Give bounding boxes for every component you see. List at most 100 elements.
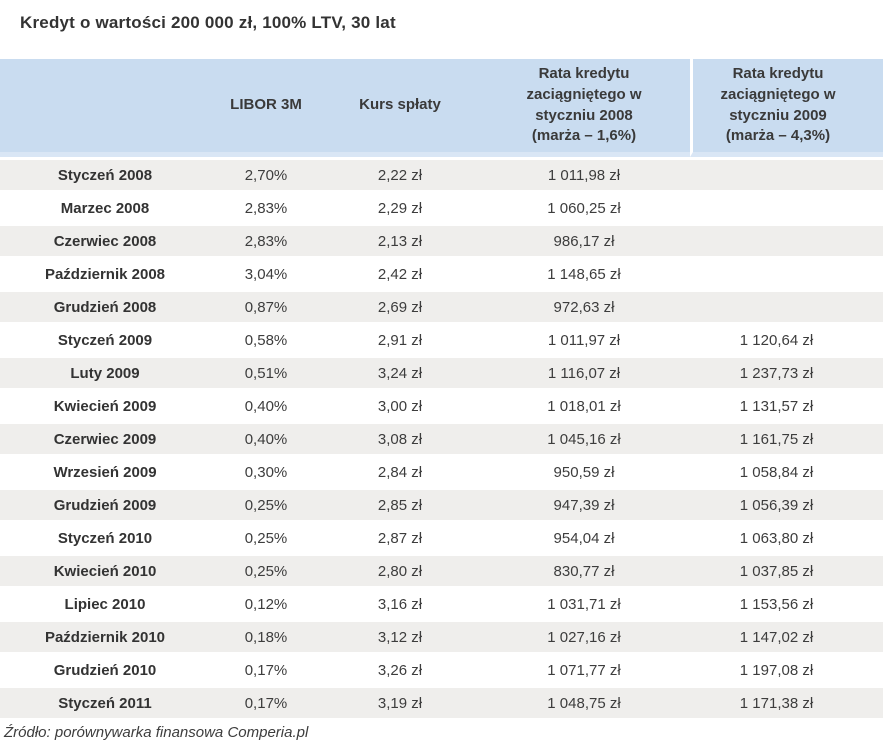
exchange-rate-cell: 2,22 zł [377,166,423,184]
installment-2008-cell: 1 048,75 zł [547,694,621,712]
libor-cell: 0,25% [244,529,288,547]
installment-2009-cell: 1 120,64 zł [739,331,814,349]
month-cell: Październik 2010 [44,628,166,646]
installment-2009-cell: 1 056,39 zł [739,496,814,514]
installment-2009-cell: 1 058,84 zł [739,463,814,481]
exchange-rate-cell: 2,69 zł [377,298,423,316]
installment-2009-cell: 1 147,02 zł [739,628,814,646]
installment-2008-cell: 986,17 zł [553,232,615,250]
page-title: Kredyt o wartości 200 000 zł, 100% LTV, … [20,13,396,32]
exchange-rate-cell: 2,91 zł [377,331,423,349]
installment-2008-cell: 1 071,77 zł [547,661,621,679]
table-row: Luty 2009 0,51% 3,24 zł 1 116,07 zł 1 237,73… [0,358,883,388]
libor-cell: 0,17% [244,694,288,712]
month-cell: Grudzień 2009 [53,496,157,514]
exchange-rate-cell: 2,85 zł [377,496,423,514]
table-header-row: LIBOR 3M Kurs spłaty Rata kredytu zaciąg… [0,59,883,157]
source-note: Źródło: porównywarka finansowa Comperia.… [4,724,309,741]
header-cell-installment-2009: Rata kredytu zaciągniętego w styczniu 20… [690,59,883,157]
installment-2009-cell: 1 063,80 zł [739,529,814,547]
exchange-rate-cell: 2,29 zł [377,199,423,217]
installment-2009-cell: 1 037,85 zł [739,562,814,580]
table-row: Październik 2010 0,18% 3,12 zł 1 027,16 zł 1… [0,622,883,652]
month-cell: Październik 2008 [44,265,166,283]
libor-cell: 0,12% [244,595,288,613]
header-cell-month [0,59,210,157]
installment-2008-cell: 1 011,98 zł [547,166,621,184]
libor-cell: 3,04% [244,265,288,283]
installment-2008-cell: 1 031,71 zł [547,595,621,613]
installment-2009-cell: 1 171,38 zł [739,694,814,712]
month-cell: Styczeń 2009 [57,331,153,349]
libor-cell: 2,83% [244,199,288,217]
installment-2008-cell: 1 148,65 zł [547,265,621,283]
exchange-rate-cell: 2,87 zł [377,529,423,547]
month-cell: Grudzień 2010 [53,661,157,679]
libor-cell: 0,25% [244,496,288,514]
exchange-rate-cell: 2,84 zł [377,463,423,481]
installment-2009-cell [690,226,883,256]
month-cell: Styczeń 2010 [57,529,153,547]
table-row: Październik 2008 3,04% 2,42 zł 1 148,65 zł [0,259,883,289]
libor-cell: 0,40% [244,397,288,415]
libor-cell: 0,51% [244,364,288,382]
month-cell: Marzec 2008 [60,199,150,217]
header-cell-exchange-rate: Kurs spłaty [322,59,478,157]
installment-2008-cell: 947,39 zł [553,496,615,514]
exchange-rate-cell: 3,16 zł [377,595,423,613]
month-cell: Luty 2009 [70,364,140,382]
installment-2009-cell: 1 161,75 zł [739,430,814,448]
table-row: Czerwiec 2009 0,40% 3,08 zł 1 045,16 zł 1 16… [0,424,883,454]
libor-cell: 2,83% [244,232,288,250]
installment-2008-cell: 1 045,16 zł [547,430,621,448]
installment-2009-cell [690,193,883,223]
table-body: Styczeń 2008 2,70% 2,22 zł 1 011,98 zł Marze… [0,160,883,718]
header-cell-installment-2008: Rata kredytu zaciągniętego w styczniu 20… [478,59,690,157]
table-row: Czerwiec 2008 2,83% 2,13 zł 986,17 zł [0,226,883,256]
exchange-rate-cell: 3,12 zł [377,628,423,646]
month-cell: Wrzesień 2009 [53,463,157,481]
table-row: Styczeń 2008 2,70% 2,22 zł 1 011,98 zł [0,160,883,190]
installment-2008-cell: 830,77 zł [553,562,615,580]
month-cell: Grudzień 2008 [53,298,157,316]
month-cell: Kwiecień 2009 [53,397,157,415]
month-cell: Lipiec 2010 [64,595,146,613]
table-row: Lipiec 2010 0,12% 3,16 zł 1 031,71 zł 1 153,… [0,589,883,619]
table-row: Kwiecień 2010 0,25% 2,80 zł 830,77 zł 1 037,… [0,556,883,586]
installment-2008-cell: 1 018,01 zł [547,397,621,415]
installment-2008-cell: 950,59 zł [553,463,615,481]
installment-2009-cell [690,259,883,289]
libor-cell: 0,58% [244,331,288,349]
table-row: Wrzesień 2009 0,30% 2,84 zł 950,59 zł 1 058,… [0,457,883,487]
installment-2009-cell: 1 131,57 zł [739,397,814,415]
installment-2009-cell: 1 237,73 zł [739,364,814,382]
installment-2008-cell: 954,04 zł [553,529,615,547]
month-cell: Czerwiec 2008 [53,232,157,250]
header-cell-libor: LIBOR 3M [210,59,322,157]
exchange-rate-cell: 3,24 zł [377,364,423,382]
month-cell: Kwiecień 2010 [53,562,157,580]
installment-2009-cell [690,292,883,322]
installment-2009-cell: 1 197,08 zł [739,661,814,679]
exchange-rate-cell: 2,42 zł [377,265,423,283]
table-row: Grudzień 2009 0,25% 2,85 zł 947,39 zł 1 056,… [0,490,883,520]
installment-2008-cell: 972,63 zł [553,298,615,316]
libor-cell: 0,18% [244,628,288,646]
libor-cell: 0,17% [244,661,288,679]
loan-table: LIBOR 3M Kurs spłaty Rata kredytu zaciąg… [0,59,883,718]
libor-cell: 0,87% [244,298,288,316]
table-row: Marzec 2008 2,83% 2,29 zł 1 060,25 zł [0,193,883,223]
installment-2008-cell: 1 060,25 zł [547,199,621,217]
libor-cell: 0,40% [244,430,288,448]
installment-2008-cell: 1 027,16 zł [547,628,621,646]
libor-cell: 0,30% [244,463,288,481]
libor-cell: 2,70% [244,166,288,184]
exchange-rate-cell: 3,26 zł [377,661,423,679]
exchange-rate-cell: 3,00 zł [377,397,423,415]
month-cell: Styczeń 2011 [58,694,152,712]
table-row: Styczeń 2010 0,25% 2,87 zł 954,04 zł 1 063,8… [0,523,883,553]
month-cell: Czerwiec 2009 [53,430,157,448]
month-cell: Styczeń 2008 [57,166,153,184]
installment-2008-cell: 1 011,97 zł [547,331,621,349]
